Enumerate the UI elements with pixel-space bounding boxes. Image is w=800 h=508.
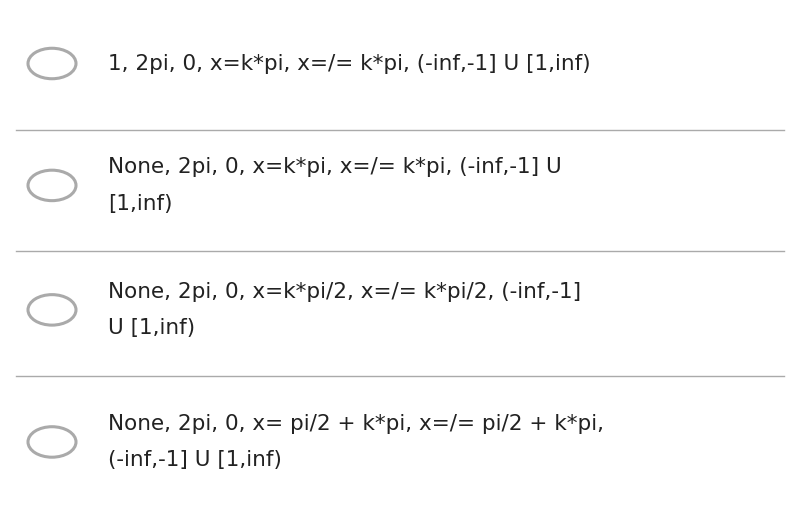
- Text: None, 2pi, 0, x=k*pi/2, x=/= k*pi/2, (-inf,-1]: None, 2pi, 0, x=k*pi/2, x=/= k*pi/2, (-i…: [108, 281, 581, 302]
- Text: [1,inf): [1,inf): [108, 194, 173, 214]
- Text: U [1,inf): U [1,inf): [108, 318, 195, 338]
- Text: (-inf,-1] U [1,inf): (-inf,-1] U [1,inf): [108, 450, 282, 470]
- Text: None, 2pi, 0, x=k*pi, x=/= k*pi, (-inf,-1] U: None, 2pi, 0, x=k*pi, x=/= k*pi, (-inf,-…: [108, 157, 562, 177]
- Text: None, 2pi, 0, x= pi/2 + k*pi, x=/= pi/2 + k*pi,: None, 2pi, 0, x= pi/2 + k*pi, x=/= pi/2 …: [108, 414, 604, 434]
- Text: 1, 2pi, 0, x=k*pi, x=/= k*pi, (-inf,-1] U [1,inf): 1, 2pi, 0, x=k*pi, x=/= k*pi, (-inf,-1] …: [108, 53, 590, 74]
